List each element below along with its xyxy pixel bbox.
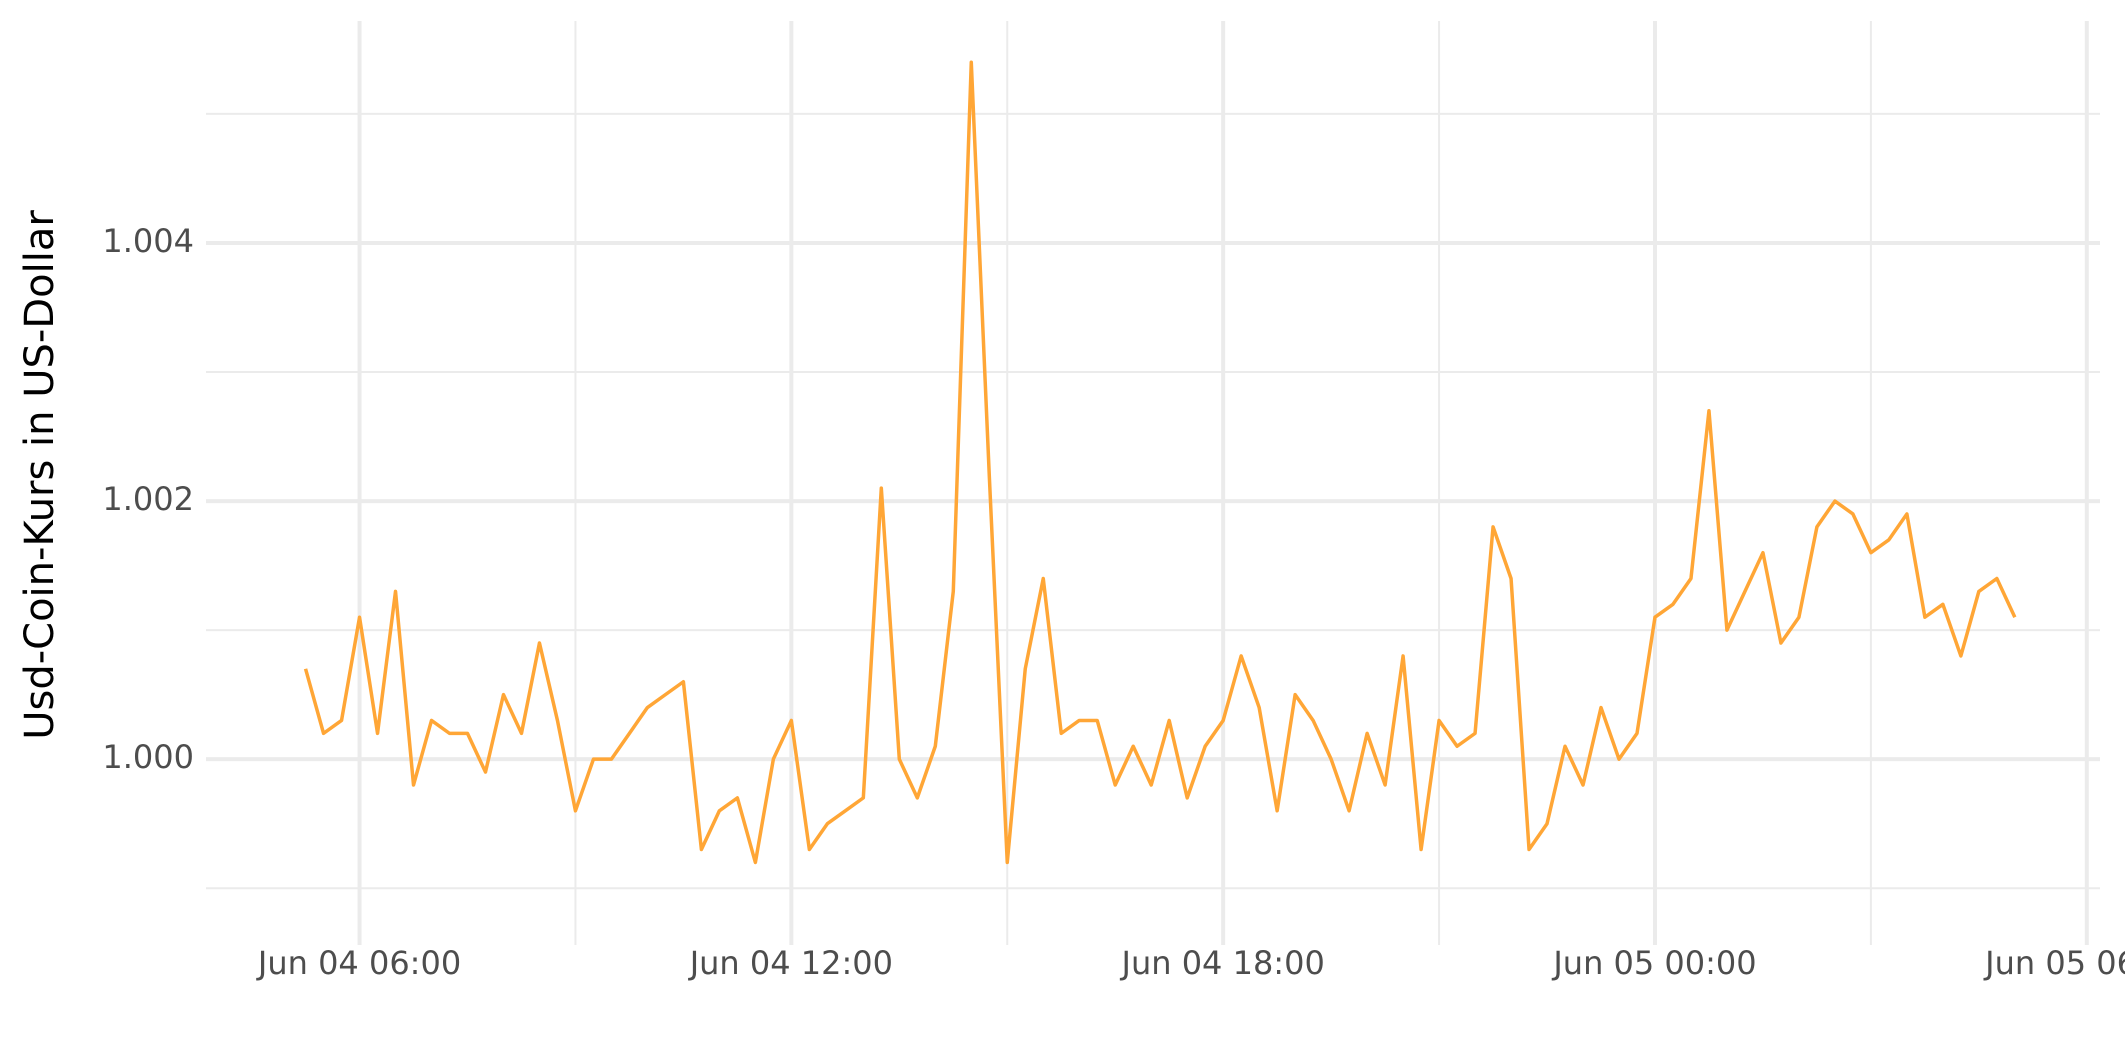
x-tick-label: Jun 04 12:00 bbox=[688, 944, 893, 982]
y-tick-label: 1.004 bbox=[102, 222, 194, 260]
y-axis-label: Usd-Coin-Kurs in US-Dollar bbox=[17, 210, 63, 740]
x-tick-label: Jun 05 00:00 bbox=[1551, 944, 1756, 982]
price-line bbox=[303, 60, 2017, 865]
y-tick-label: 1.002 bbox=[102, 480, 194, 518]
x-tick-label: Jun 04 06:00 bbox=[256, 944, 461, 982]
x-tick-label: Jun 04 18:00 bbox=[1120, 944, 1325, 982]
x-tick-label: Jun 05 06:00 bbox=[1983, 944, 2125, 982]
y-tick-label: 1.000 bbox=[102, 738, 194, 776]
